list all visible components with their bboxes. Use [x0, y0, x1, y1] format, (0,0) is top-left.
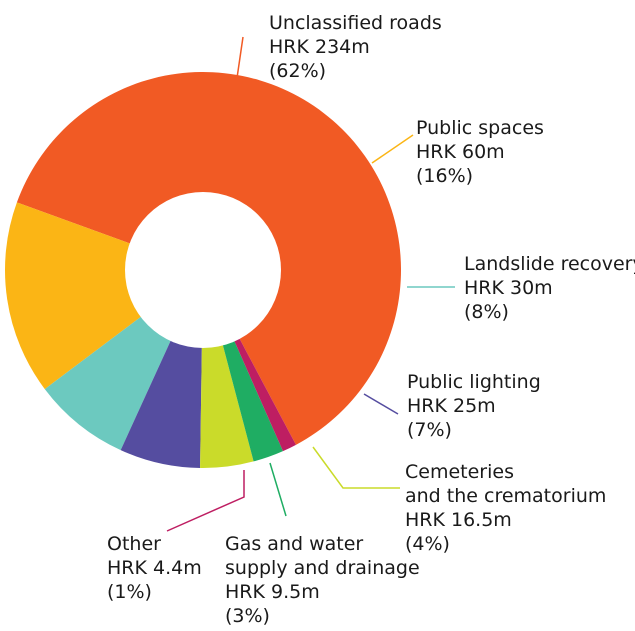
label-cemeteries-name-line2: and the crematorium: [405, 485, 606, 507]
label-public-lighting-amount: HRK 25m: [407, 395, 496, 417]
label-unclassified-roads-percent: (62%): [269, 60, 326, 82]
label-public-spaces-amount: HRK 60m: [416, 141, 505, 163]
label-cemeteries-percent: (4%): [405, 533, 450, 555]
label-landslide-recovery-amount: HRK 30m: [464, 277, 553, 299]
label-unclassified-roads-amount: HRK 234m: [269, 36, 370, 58]
label-other-percent: (1%): [107, 581, 152, 603]
label-cemeteries-amount: HRK 16.5m: [405, 509, 512, 531]
leader-unclassified-roads: [236, 36, 244, 79]
label-landslide-recovery-percent: (8%): [464, 301, 509, 323]
label-other-name: Other: [107, 533, 161, 555]
label-gas-water-name-line1: Gas and water: [225, 533, 363, 555]
label-gas-water-percent: (3%): [225, 605, 270, 627]
label-other-amount: HRK 4.4m: [107, 557, 202, 579]
label-unclassified-roads-name: Unclassified roads: [269, 12, 442, 34]
label-cemeteries-name-line1: Cemeteries: [405, 461, 514, 483]
label-gas-water-name-line2: supply and drainage: [225, 557, 420, 579]
label-public-lighting-name: Public lighting: [407, 371, 541, 393]
label-landslide-recovery-name: Landslide recovery: [464, 253, 635, 275]
slice-public-spaces: [4, 202, 204, 390]
label-gas-water-amount: HRK 9.5m: [225, 581, 320, 603]
label-gas-water-name: Gas and water supply and drainage: [225, 533, 420, 579]
leader-gas-water: [269, 462, 287, 517]
label-public-spaces-percent: (16%): [416, 165, 473, 187]
leader-other: [166, 470, 245, 532]
leader-public-spaces: [371, 134, 414, 164]
label-public-spaces-name: Public spaces: [416, 117, 544, 139]
leader-public-lighting: [363, 393, 399, 415]
donut-hole: [125, 192, 281, 348]
label-cemeteries-name: Cemeteries and the crematorium: [405, 461, 606, 507]
leader-cemeteries: [312, 446, 400, 489]
label-public-lighting-percent: (7%): [407, 419, 452, 441]
